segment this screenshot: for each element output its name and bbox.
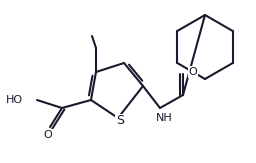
- Text: O: O: [189, 67, 197, 77]
- Text: O: O: [44, 130, 52, 140]
- Text: S: S: [116, 114, 124, 127]
- Text: NH: NH: [156, 113, 172, 123]
- Text: HO: HO: [6, 95, 23, 105]
